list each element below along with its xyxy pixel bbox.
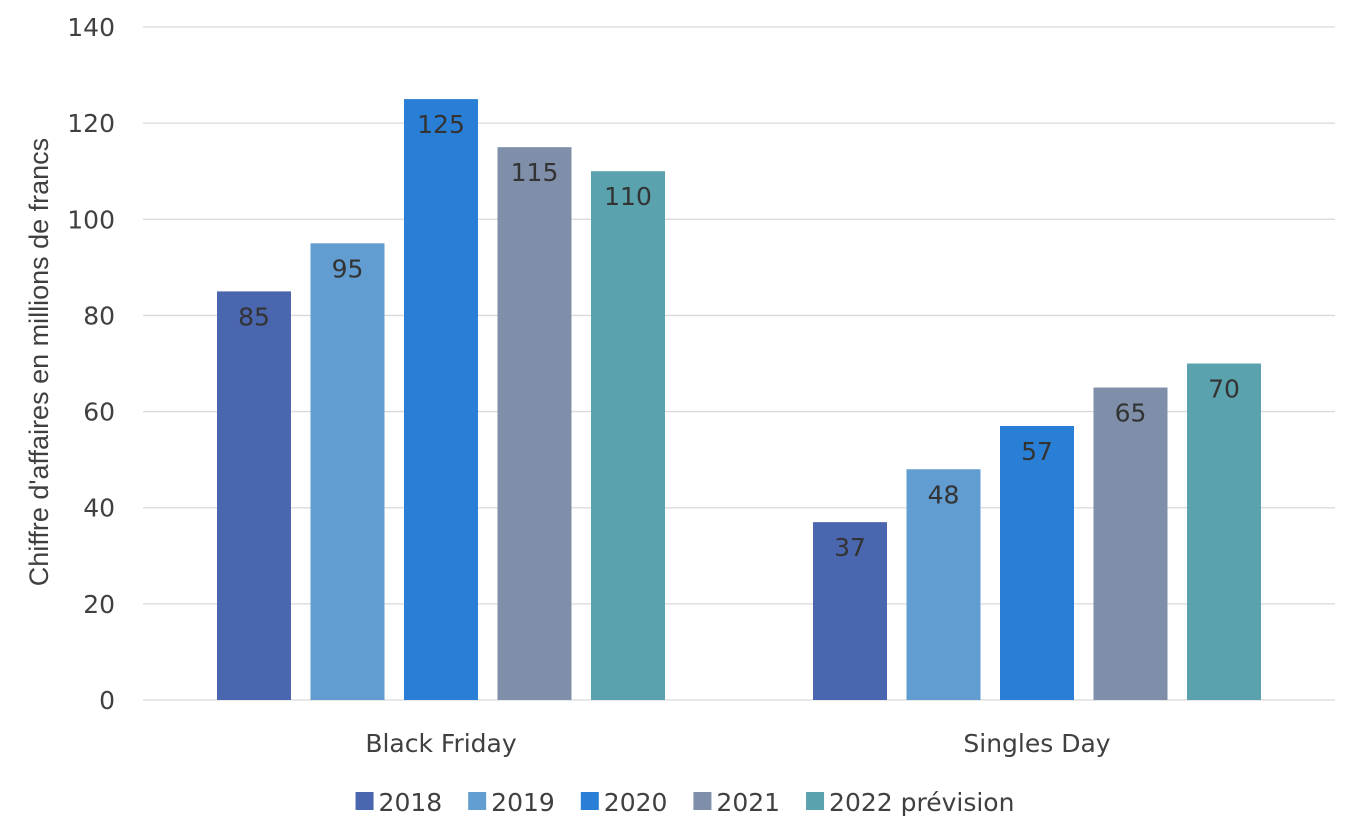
data-label: 48: [928, 480, 960, 509]
bars: [217, 99, 1261, 701]
bar-singles-day-2022: [1187, 363, 1261, 700]
bar-singles-day-2020: [1000, 425, 1074, 700]
bar-black-friday-2019: [310, 243, 385, 701]
y-axis-ticks: 0 20 40 60 80 100 120 140: [67, 13, 115, 715]
legend-label: 2020: [604, 788, 668, 817]
data-label: 125: [417, 110, 465, 139]
y-tick-label: 120: [67, 109, 115, 138]
bar-singles-day-2021: [1093, 387, 1168, 700]
y-tick-label: 60: [83, 398, 115, 427]
y-tick-label: 0: [99, 686, 115, 715]
y-tick-label: 40: [83, 494, 115, 523]
bar-black-friday-2021: [497, 147, 572, 700]
y-axis-label: Chiffre d'affaires en millions de francs: [24, 138, 54, 586]
legend-item: 2020: [580, 788, 668, 817]
legend-swatch: [468, 792, 487, 810]
y-tick-label: 20: [83, 590, 115, 619]
legend-label: 2019: [491, 788, 555, 817]
data-label: 37: [834, 533, 866, 562]
legend-label: 2022 prévision: [829, 788, 1014, 817]
data-label: 110: [604, 182, 652, 211]
bar-singles-day-2019: [906, 469, 981, 700]
y-tick-label: 100: [67, 205, 115, 234]
legend-item: 2018: [355, 788, 443, 817]
legend-label: 2021: [716, 788, 780, 817]
legend-item: 2021: [693, 788, 780, 817]
data-label: 85: [238, 302, 270, 331]
x-axis-categories: Black Friday Singles Day: [365, 729, 1110, 758]
data-label: 65: [1115, 399, 1147, 428]
data-label: 115: [511, 158, 559, 187]
legend-swatch: [355, 792, 374, 810]
legend-swatch: [693, 792, 712, 810]
legend-swatch: [806, 792, 825, 810]
y-tick-label: 80: [83, 301, 115, 330]
bar-black-friday-2020: [404, 99, 478, 701]
legend-swatch: [580, 792, 599, 810]
data-labels: 85 95 125 115 110 37 48 57 65 70: [238, 110, 1240, 562]
data-label: 70: [1208, 375, 1240, 404]
legend-label: 2018: [379, 788, 443, 817]
bar-singles-day-2018: [813, 522, 887, 700]
legend-item: 2019: [468, 788, 555, 817]
legend: 2018 2019 2020 2021 2022 prévision: [355, 788, 1014, 817]
legend-item: 2022 prévision: [806, 788, 1014, 817]
y-tick-label: 140: [67, 13, 115, 42]
data-label: 95: [332, 254, 364, 283]
bar-black-friday-2022: [591, 171, 665, 700]
bar-black-friday-2018: [217, 291, 291, 700]
data-label: 57: [1021, 437, 1053, 466]
category-label: Singles Day: [963, 729, 1110, 758]
category-label: Black Friday: [365, 729, 517, 758]
